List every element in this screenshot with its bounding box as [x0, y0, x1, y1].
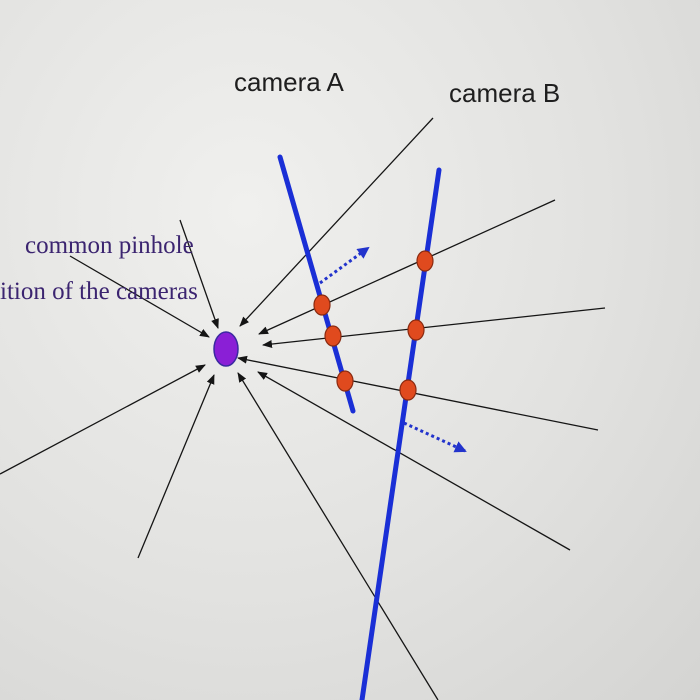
ray-bottom-left [138, 375, 214, 558]
ray-left-lower [0, 365, 205, 474]
pinhole-label-line2: ition of the cameras [0, 278, 198, 306]
ray-bottom-right [258, 372, 570, 550]
camera-a-direction-arrow [320, 248, 368, 283]
camera-b-point-3 [400, 380, 416, 400]
camera-a-label: camera A [234, 67, 344, 98]
ray-lower-right [238, 358, 598, 430]
camera-b-direction-arrow [404, 423, 465, 451]
camera-a-point-3 [337, 371, 353, 391]
camera-b-point-2 [408, 320, 424, 340]
ray-mid-right [263, 308, 605, 345]
pinhole-label-line1: common pinhole [25, 232, 194, 260]
pinhole-point [214, 332, 238, 366]
ray-top-right [259, 200, 555, 334]
ray-camera-b-pointer [240, 118, 433, 326]
ray-bottom-center [238, 373, 438, 700]
camera-a-point-1 [314, 295, 330, 315]
camera-b-label: camera B [449, 78, 560, 109]
camera-a-point-2 [325, 326, 341, 346]
camera-b-point-1 [417, 251, 433, 271]
